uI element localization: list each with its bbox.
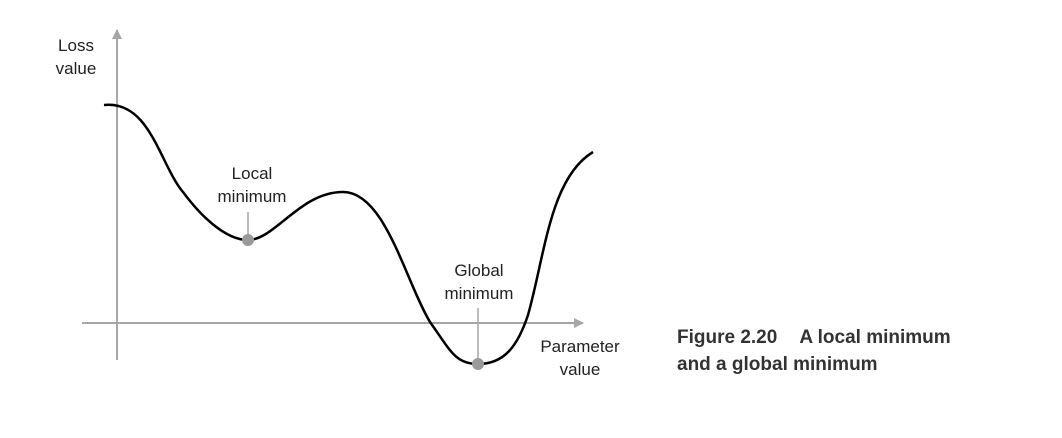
- global-minimum-label: Global minimum: [430, 259, 528, 305]
- local-minimum-label: Local minimum: [204, 162, 300, 208]
- x-axis-label-line1: Parameter: [540, 337, 620, 356]
- x-axis-label: Parameter value: [526, 335, 634, 381]
- y-axis-label: Loss value: [40, 34, 112, 80]
- global-minimum-label-line1: Global: [454, 261, 504, 280]
- x-axis-label-line2: value: [559, 360, 601, 379]
- local-minimum-marker: [242, 234, 254, 246]
- figure-caption: Figure 2.20 A local minimum and a global …: [677, 324, 951, 378]
- caption-title-line1: A local minimum: [799, 327, 951, 348]
- y-axis-label-line1: Loss: [58, 36, 94, 55]
- global-minimum-label-line2: minimum: [444, 284, 514, 303]
- caption-number: Figure 2.20: [677, 327, 778, 348]
- global-minimum-marker: [472, 358, 484, 370]
- loss-curve: [103, 103, 594, 366]
- caption-title-line2: and a global minimum: [677, 354, 878, 375]
- local-minimum-label-line1: Local: [231, 164, 273, 183]
- y-axis-label-line2: value: [55, 59, 97, 78]
- local-minimum-label-line2: minimum: [217, 187, 287, 206]
- caption-line1: Figure 2.20 A local minimum: [677, 324, 951, 351]
